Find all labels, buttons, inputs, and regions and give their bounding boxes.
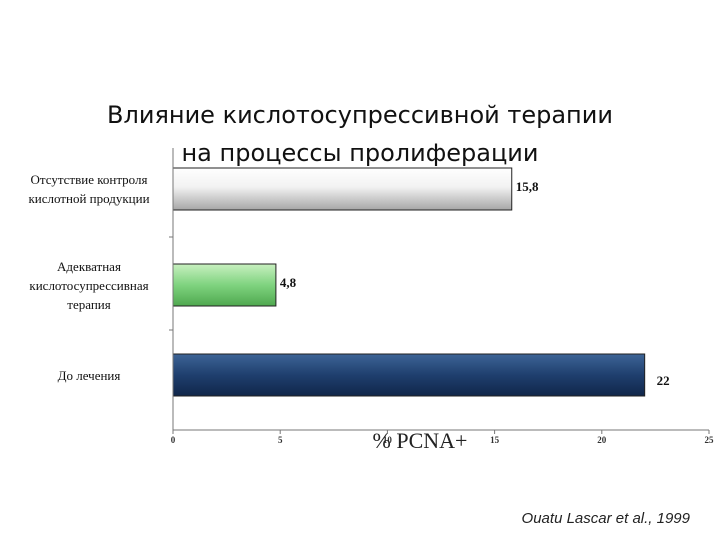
title-line-2: на процессы пролиферации xyxy=(181,139,539,167)
category-label-1: Адекватная кислотосупрессивная терапия xyxy=(14,257,164,314)
citation: Ouatu Lascar et al., 1999 xyxy=(521,510,690,527)
category-label-2: До лечения xyxy=(14,366,164,385)
value-label-1: 4,8 xyxy=(280,275,297,290)
x-axis-label: % PCNA+ xyxy=(372,428,468,453)
x-tick-label-10: 10 xyxy=(383,435,393,445)
category-label-0: Отсутствие контроля кислотной продукции xyxy=(14,170,164,208)
category-label-line: кислотосупрессивная xyxy=(29,277,149,293)
x-tick-label-15: 15 xyxy=(490,435,500,445)
x-tick-label-5: 5 xyxy=(278,435,283,445)
value-label-0: 15,8 xyxy=(516,179,539,194)
x-tick-label-20: 20 xyxy=(597,435,607,445)
category-label-line: Адекватная xyxy=(57,258,121,274)
bar-0 xyxy=(172,167,513,211)
x-tick-label-0: 0 xyxy=(171,435,176,445)
title-line-1: Влияние кислотосупрессивной терапии xyxy=(107,101,613,129)
category-label-line: До лечения xyxy=(57,367,121,383)
bar-2 xyxy=(172,353,646,397)
x-tick-label-25: 25 xyxy=(705,435,715,445)
category-label-line: кислотной продукции xyxy=(28,191,150,206)
value-label-2: 22 xyxy=(657,373,670,388)
category-label-line: терапия xyxy=(67,296,111,312)
slide-title: Влияние кислотосупрессивной терапии на п… xyxy=(40,96,680,172)
category-label-line: Отсутствие контроля xyxy=(30,172,148,187)
bar-1 xyxy=(172,263,277,307)
